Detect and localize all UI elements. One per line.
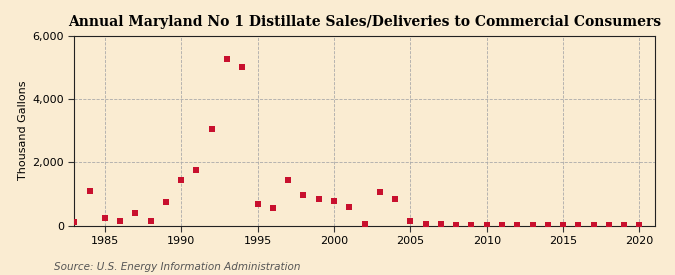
Title: Annual Maryland No 1 Distillate Sales/Deliveries to Commercial Consumers: Annual Maryland No 1 Distillate Sales/De… [68,15,661,29]
Point [603,223,614,227]
Point [221,57,232,62]
Point [466,223,477,227]
Point [99,215,110,220]
Point [451,222,462,227]
Point [161,200,171,204]
Point [405,219,416,224]
Point [298,193,308,198]
Point [313,196,324,201]
Point [573,223,584,227]
Point [359,221,370,226]
Point [130,211,141,215]
Point [344,204,354,209]
Point [176,177,186,182]
Point [115,219,126,224]
Point [267,206,278,210]
Point [207,127,217,131]
Point [84,188,95,193]
Point [329,199,340,203]
Y-axis label: Thousand Gallons: Thousand Gallons [18,81,28,180]
Point [497,222,508,227]
Point [543,223,554,227]
Point [421,221,431,226]
Point [481,223,492,227]
Point [69,220,80,224]
Point [283,177,294,182]
Point [558,223,568,227]
Point [619,223,630,227]
Point [191,168,202,172]
Point [512,223,522,227]
Point [389,196,400,201]
Point [588,223,599,227]
Point [527,222,538,227]
Point [252,202,263,206]
Text: Source: U.S. Energy Information Administration: Source: U.S. Energy Information Administ… [54,262,300,272]
Point [145,219,156,223]
Point [634,223,645,227]
Point [237,65,248,70]
Point [375,190,385,194]
Point [435,222,446,226]
